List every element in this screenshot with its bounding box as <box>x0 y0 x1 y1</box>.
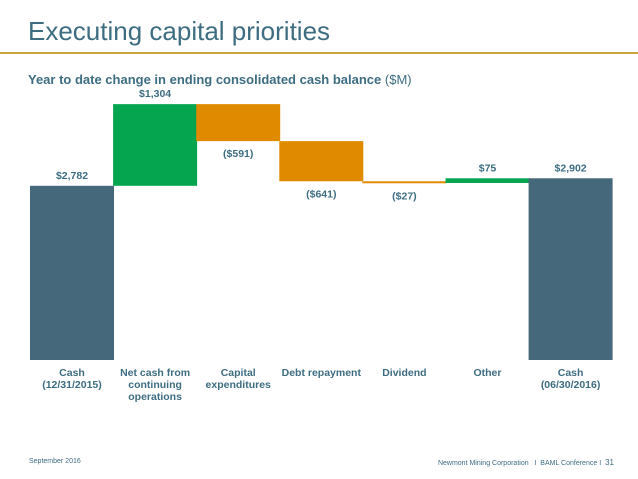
category-label: (12/31/2015) <box>42 379 102 391</box>
category-label: Cash <box>59 367 85 379</box>
bar-2 <box>113 104 198 186</box>
category-label: operations <box>128 391 182 403</box>
footer-company: Newmont Mining Corporation <box>437 460 529 467</box>
category-label: (06/30/2016) <box>541 379 601 391</box>
category-label: expenditures <box>206 379 272 391</box>
data-label: $2,782 <box>56 170 88 182</box>
bar-5 <box>362 181 447 184</box>
data-label: ($27) <box>392 190 417 202</box>
footer-separator: I <box>534 460 537 467</box>
footer-event: BAML Conference <box>540 460 598 467</box>
chart-subtitle-unit: ($M) <box>384 72 412 87</box>
bar-7 <box>528 178 613 360</box>
category-label: Dividend <box>382 367 426 379</box>
category-label: Debt repayment <box>282 367 362 379</box>
footer-date: September 2016 <box>29 458 81 465</box>
bar-6 <box>445 178 530 183</box>
category-label: Net cash from <box>120 367 190 379</box>
category-label: Other <box>473 367 501 379</box>
footer-separator: I <box>599 460 602 467</box>
data-label: $75 <box>479 162 497 174</box>
data-label: ($591) <box>223 148 253 160</box>
title-divider <box>0 52 638 54</box>
chart-subtitle: Year to date change in ending consolidat… <box>28 72 412 87</box>
bar-3 <box>196 104 281 142</box>
chart-subtitle-text: Year to date change in ending consolidat… <box>28 72 382 87</box>
data-label: ($641) <box>306 188 336 200</box>
footer-info: Newmont Mining Corporation I BAML Confer… <box>438 458 614 467</box>
category-label: continuing <box>128 379 182 391</box>
category-label: Capital <box>221 367 256 379</box>
data-label: $1,304 <box>139 88 171 100</box>
page-number: 31 <box>605 458 614 467</box>
bar-1 <box>30 185 114 360</box>
page-title: Executing capital priorities <box>28 16 331 46</box>
category-label: Cash <box>558 367 584 379</box>
data-label: $2,902 <box>555 162 587 174</box>
bar-4 <box>279 141 364 182</box>
